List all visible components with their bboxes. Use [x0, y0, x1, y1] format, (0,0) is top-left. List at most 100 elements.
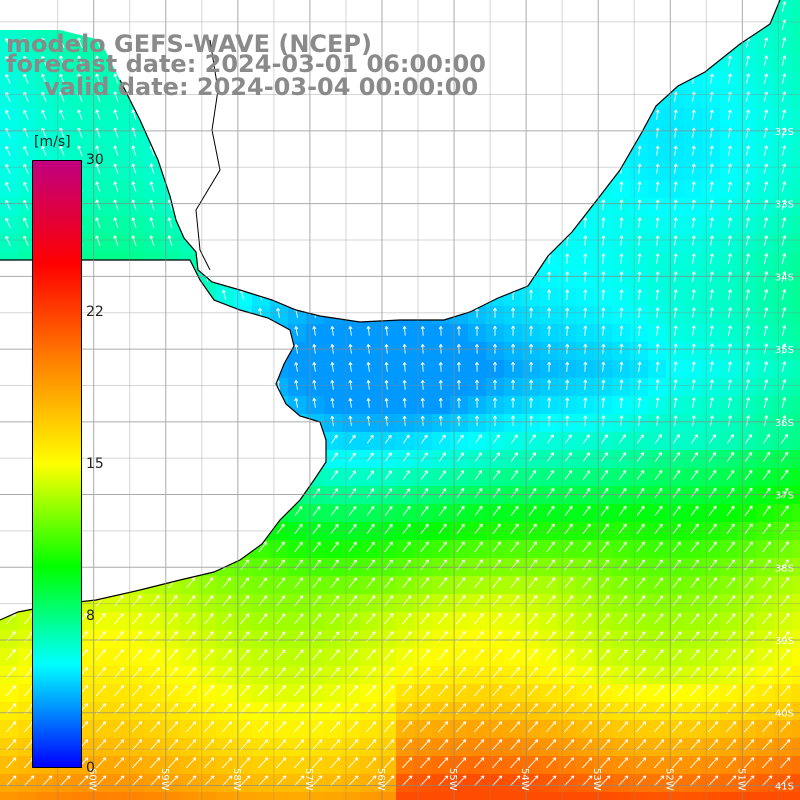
wind-speed-cell — [522, 396, 541, 415]
wind-speed-cell — [360, 324, 379, 343]
wind-arrow — [366, 577, 376, 589]
wind-arrow — [402, 577, 412, 589]
wind-speed-cell — [612, 198, 631, 217]
wind-speed-cell — [522, 360, 541, 379]
wind-arrow — [95, 757, 107, 769]
wind-arrow — [113, 721, 125, 733]
wind-speed-cell — [774, 198, 793, 217]
wind-speed-cell — [360, 648, 379, 667]
wind-arrow — [708, 469, 717, 480]
wind-speed-cell — [684, 414, 703, 433]
wind-arrow — [240, 577, 250, 589]
wind-speed-cell — [684, 468, 703, 487]
wind-speed-cell — [450, 450, 469, 469]
wind-speed-cell — [666, 450, 685, 469]
wind-arrow — [672, 523, 681, 535]
wind-arrow — [727, 217, 733, 228]
wind-arrow — [347, 775, 359, 787]
wind-speed-cell — [108, 666, 127, 685]
wind-speed-cell — [630, 180, 649, 199]
wind-speed-cell — [720, 108, 739, 127]
wind-speed-cell — [144, 648, 163, 667]
wind-arrow — [95, 73, 101, 85]
wind-arrow — [239, 721, 251, 733]
wind-arrow — [402, 685, 413, 697]
wind-speed-cell — [108, 594, 127, 613]
wind-speed-cell — [468, 450, 487, 469]
wind-speed-cell — [414, 756, 433, 775]
wind-arrow — [221, 739, 233, 751]
wind-speed-cell — [558, 504, 577, 523]
wind-arrow — [727, 289, 733, 301]
wind-arrow — [744, 541, 753, 553]
wind-arrow — [6, 685, 16, 697]
wind-speed-cell — [630, 306, 649, 325]
wind-speed-cell — [378, 738, 397, 757]
wind-arrow — [582, 559, 592, 571]
wind-arrow — [546, 434, 554, 444]
wind-arrow — [150, 685, 161, 697]
wind-speed-cell — [522, 756, 541, 775]
wind-arrow — [510, 577, 520, 589]
border-line — [195, 39, 221, 271]
wind-speed-cell — [540, 684, 559, 703]
wind-arrow — [312, 577, 322, 589]
wind-speed-cell — [702, 396, 721, 415]
wind-arrow — [763, 145, 769, 157]
wind-speed-cell — [558, 486, 577, 505]
wind-speed-cell — [684, 738, 703, 757]
wind-arrow — [23, 235, 29, 246]
wind-arrow — [402, 380, 407, 390]
wind-speed-cell — [666, 720, 685, 739]
wind-speed-cell — [756, 540, 775, 559]
wind-arrow — [275, 775, 287, 787]
wind-arrow — [673, 145, 678, 156]
wind-speed-cell — [774, 342, 793, 361]
wind-arrow — [745, 415, 751, 427]
latitude-label: 38S — [775, 563, 794, 574]
wind-speed-cell — [666, 702, 685, 721]
wind-arrow — [725, 775, 737, 787]
wind-arrow — [581, 775, 593, 787]
wind-arrow — [366, 541, 375, 553]
wind-speed-cell — [342, 648, 361, 667]
wind-speed-cell — [738, 702, 757, 721]
wind-arrow — [781, 379, 787, 391]
wind-speed-cell — [720, 702, 739, 721]
wind-arrow — [132, 649, 142, 661]
wind-arrow — [564, 667, 574, 679]
wind-speed-cell — [432, 504, 451, 523]
wind-speed-cell — [702, 666, 721, 685]
wind-arrow — [131, 721, 143, 733]
wind-speed-cell — [360, 468, 379, 487]
wind-speed-cell — [342, 702, 361, 721]
wind-speed-cell — [558, 414, 577, 433]
wind-arrow — [293, 739, 305, 751]
wind-speed-cell — [648, 216, 667, 235]
wind-speed-cell — [792, 288, 800, 307]
wind-arrow — [330, 559, 339, 571]
wind-arrow — [601, 289, 606, 300]
wind-speed-cell — [576, 360, 595, 379]
wind-arrow — [655, 379, 660, 390]
wind-speed-cell — [396, 396, 415, 415]
wind-arrow — [77, 775, 89, 787]
wind-speed-cell — [558, 576, 577, 595]
wind-arrow — [780, 613, 790, 625]
wind-speed-cell — [360, 378, 379, 397]
wind-arrow — [708, 667, 718, 679]
wind-arrow — [438, 523, 447, 535]
wind-arrow — [438, 415, 443, 426]
wind-arrow — [780, 667, 790, 679]
wind-arrow — [384, 649, 394, 661]
wind-arrow — [222, 703, 233, 715]
wind-arrow — [744, 667, 754, 679]
wind-arrow — [330, 703, 341, 715]
wind-arrow — [510, 613, 520, 625]
wind-speed-cell — [288, 774, 307, 793]
wind-speed-cell — [432, 414, 451, 433]
wind-arrow — [708, 685, 719, 697]
wind-speed-cell — [324, 702, 343, 721]
wind-arrow — [222, 667, 232, 679]
wind-speed-cell — [306, 666, 325, 685]
